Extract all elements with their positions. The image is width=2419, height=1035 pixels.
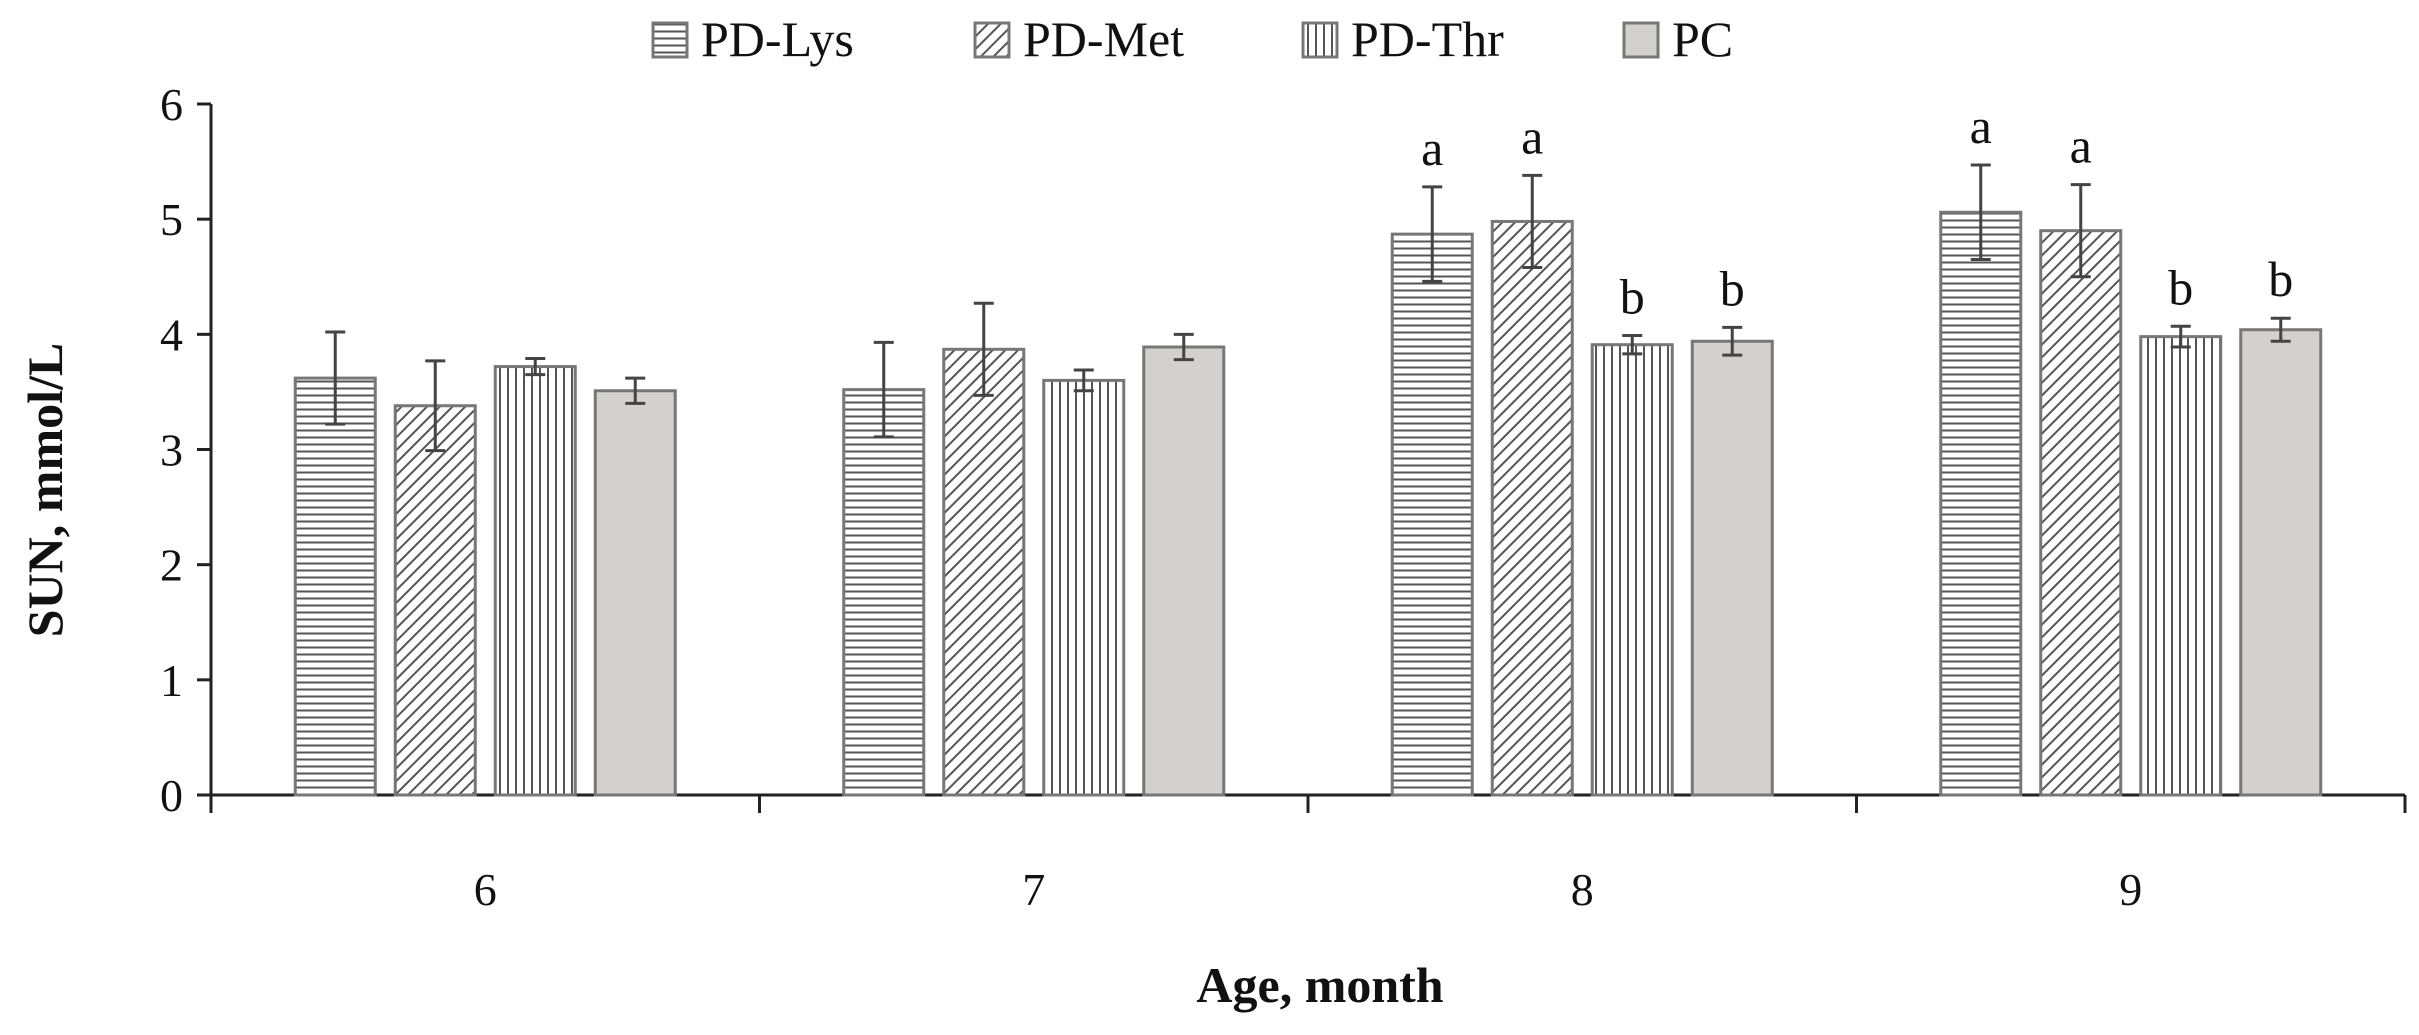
legend-label: PD-Met	[1023, 11, 1184, 67]
x-tick-label: 8	[1571, 864, 1594, 915]
y-tick-label: 0	[160, 770, 183, 821]
significance-letter: b	[2168, 259, 2193, 315]
bar-pd-thr-age-9	[2139, 335, 2223, 797]
legend-label: PC	[1672, 11, 1733, 67]
legend-item-pd-met: PD-Met	[973, 11, 1184, 67]
bar-pd-lys-age-7	[842, 388, 926, 797]
error-bar	[625, 376, 646, 405]
bar-pd-lys-age-8	[1390, 232, 1474, 797]
significance-letter: b	[2268, 251, 2293, 307]
error-bar	[1970, 163, 1991, 261]
bar-pd-met-age-6	[393, 404, 477, 797]
error-bar	[2070, 183, 2091, 279]
bar-pc-age-7	[1142, 345, 1226, 797]
error-bar	[1073, 368, 1094, 393]
bar-pd-lys-age-9	[1939, 210, 2023, 797]
y-tick-label: 5	[160, 194, 183, 245]
bar-pc-age-6	[593, 389, 677, 797]
bar-pd-met-age-9	[2039, 229, 2123, 797]
legend-swatch	[973, 21, 1011, 59]
x-axis-title: Age, month	[1196, 957, 1443, 1013]
y-axis-title: SUN, mmol/L	[17, 343, 73, 637]
legend: PD-Lys PD-Met PD-Thr PC	[651, 11, 1733, 67]
error-bar	[1622, 333, 1643, 356]
axes: 0 1 2 3 4 5 6 6 7 8 9	[160, 79, 2407, 915]
significance-letter: a	[2070, 118, 2092, 174]
bar-pd-thr-age-7	[1042, 378, 1126, 797]
error-bar	[1422, 185, 1443, 283]
bars: a a a a b b b b	[293, 98, 2323, 797]
error-bar	[973, 301, 994, 397]
bar-pd-thr-age-8	[1590, 343, 1674, 797]
significance-letter: a	[1421, 120, 1443, 176]
legend-item-pc: PC	[1622, 11, 1733, 67]
legend-item-pd-thr: PD-Thr	[1301, 11, 1504, 67]
error-bar	[2170, 324, 2191, 349]
significance-letter: a	[1970, 98, 1992, 154]
error-bar	[1173, 332, 1194, 362]
bar-pd-met-age-8	[1490, 219, 1574, 797]
x-tick-label: 7	[1022, 864, 1045, 915]
error-bar	[425, 359, 446, 453]
error-bar	[2270, 316, 2291, 343]
y-tick-label: 4	[160, 309, 183, 360]
error-bar	[873, 340, 894, 439]
y-tick-label: 1	[160, 655, 183, 706]
x-tick-label: 6	[474, 864, 497, 915]
significance-letter: b	[1720, 260, 1745, 316]
legend-swatch	[1622, 21, 1660, 59]
error-bar	[525, 357, 546, 377]
y-tick-label: 3	[160, 425, 183, 476]
bar-pc-age-8	[1690, 339, 1774, 797]
error-bar	[325, 330, 346, 426]
significance-letter: a	[1521, 108, 1543, 164]
significance-letter: b	[1620, 268, 1645, 324]
error-bar	[1522, 173, 1543, 270]
legend-label: PD-Thr	[1351, 11, 1504, 67]
error-bar	[1722, 325, 1743, 357]
bar-pd-met-age-7	[942, 347, 1026, 797]
bar-pd-thr-age-6	[493, 365, 577, 797]
bar-pc-age-9	[2239, 328, 2323, 797]
legend-item-pd-lys: PD-Lys	[651, 11, 854, 67]
x-tick-label: 9	[2119, 864, 2142, 915]
bar-pd-lys-age-6	[293, 376, 377, 797]
y-tick-label: 6	[160, 79, 183, 130]
y-tick-label: 2	[160, 540, 183, 591]
legend-swatch	[651, 21, 689, 59]
legend-label: PD-Lys	[701, 11, 854, 67]
legend-swatch	[1301, 21, 1339, 59]
